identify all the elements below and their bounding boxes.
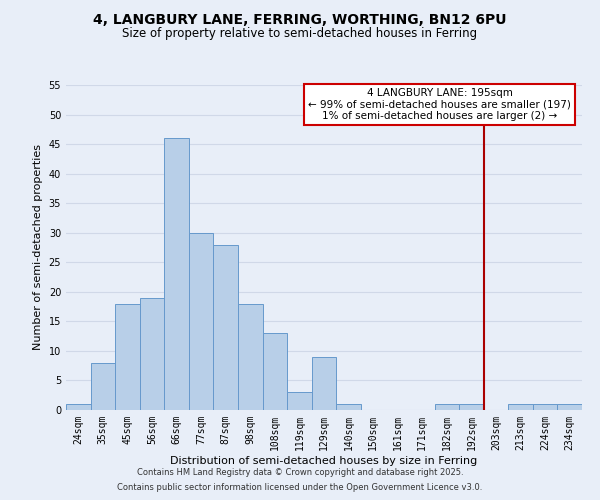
Bar — [287, 392, 312, 410]
Text: Size of property relative to semi-detached houses in Ferring: Size of property relative to semi-detach… — [122, 28, 478, 40]
Bar — [115, 304, 140, 410]
Bar — [214, 244, 238, 410]
Bar — [336, 404, 361, 410]
Bar — [533, 404, 557, 410]
Bar — [189, 232, 214, 410]
Bar — [140, 298, 164, 410]
Text: Contains HM Land Registry data © Crown copyright and database right 2025.: Contains HM Land Registry data © Crown c… — [137, 468, 463, 477]
Bar — [459, 404, 484, 410]
Bar — [91, 362, 115, 410]
Bar — [312, 357, 336, 410]
Bar — [263, 333, 287, 410]
Text: 4, LANGBURY LANE, FERRING, WORTHING, BN12 6PU: 4, LANGBURY LANE, FERRING, WORTHING, BN1… — [93, 12, 507, 26]
Bar — [66, 404, 91, 410]
Bar — [508, 404, 533, 410]
Text: Contains public sector information licensed under the Open Government Licence v3: Contains public sector information licen… — [118, 483, 482, 492]
Text: 4 LANGBURY LANE: 195sqm
← 99% of semi-detached houses are smaller (197)
1% of se: 4 LANGBURY LANE: 195sqm ← 99% of semi-de… — [308, 88, 571, 121]
Bar — [434, 404, 459, 410]
Bar — [164, 138, 189, 410]
Bar — [557, 404, 582, 410]
Y-axis label: Number of semi-detached properties: Number of semi-detached properties — [33, 144, 43, 350]
X-axis label: Distribution of semi-detached houses by size in Ferring: Distribution of semi-detached houses by … — [170, 456, 478, 466]
Bar — [238, 304, 263, 410]
